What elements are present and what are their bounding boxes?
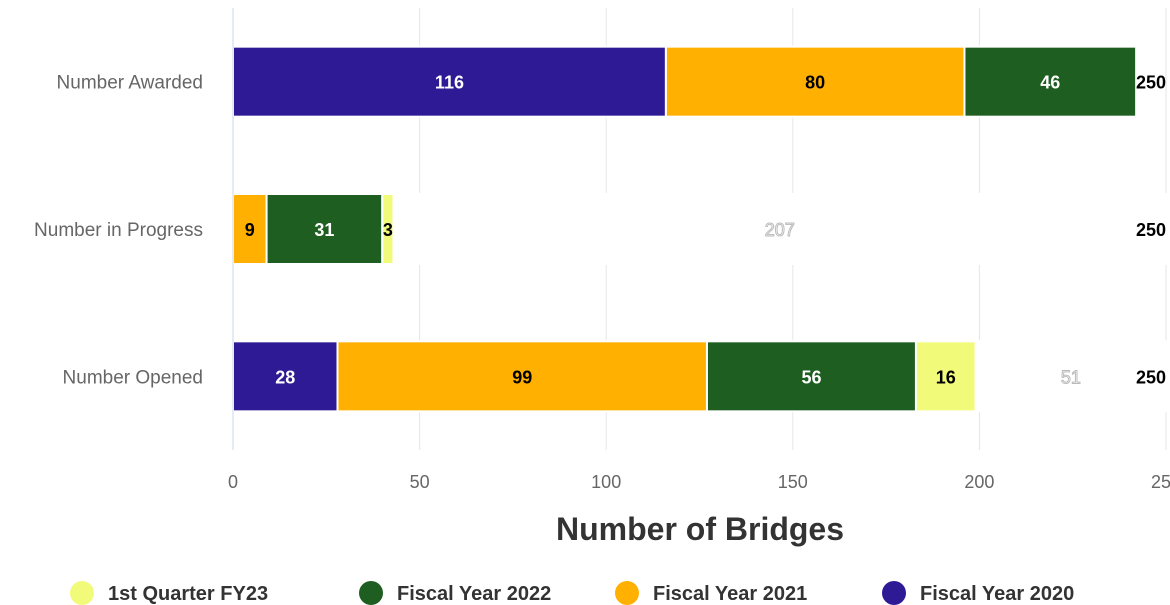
data-label: 116 [435,73,464,93]
x-tick-label: 200 [964,472,994,492]
bar-segment [232,340,339,413]
bar-segment [914,340,977,413]
data-label: 99 [512,367,532,387]
bar-segment [265,193,384,265]
total-label: 250 [1136,220,1166,240]
legend-label: Fiscal Year 2021 [653,583,807,605]
legend-swatch [359,581,383,605]
data-label: 207 [765,220,795,240]
total-label: 250 [1136,73,1166,93]
data-label: 28 [275,367,295,387]
data-label: 51 [1061,367,1081,387]
legend-swatch [615,581,639,605]
data-label: 16 [936,367,956,387]
legend-item[interactable]: Fiscal Year 2021 [615,581,807,605]
legend: 1st Quarter FY23 Fiscal Year 2022 Fiscal Y… [70,581,1074,605]
bar-segment [232,193,268,265]
bar-segment [232,45,667,118]
category-label: Number in Progress [34,220,203,241]
x-axis-ticks: 0 50 100 150 200 250 [228,472,1170,492]
x-tick-label: 0 [228,472,238,492]
bar-segment [974,340,1168,413]
data-label: 80 [805,73,825,93]
data-label: 56 [801,367,821,387]
legend-swatch [70,581,94,605]
data-label: 9 [245,220,255,240]
legend-item[interactable]: Fiscal Year 2022 [359,581,551,605]
data-label: 31 [314,220,334,240]
legend-label: Fiscal Year 2022 [397,583,551,605]
legend-swatch [882,581,906,605]
legend-item[interactable]: 1st Quarter FY23 [70,581,268,605]
x-tick-label: 150 [778,472,808,492]
legend-label: Fiscal Year 2020 [920,583,1074,605]
legend-label: 1st Quarter FY23 [108,583,268,605]
category-label: Number Opened [63,367,203,388]
bar-segment [963,45,1138,118]
x-tick-label: 250 [1151,472,1170,492]
bar-segment [336,340,708,413]
data-label: 46 [1040,73,1060,93]
x-tick-label: 50 [410,472,430,492]
bar-segment [392,193,1167,265]
x-axis-title: Number of Bridges [556,511,844,547]
data-label: 3 [383,220,393,240]
category-label: Number Awarded [57,73,203,94]
total-label: 250 [1136,367,1166,387]
legend-item[interactable]: Fiscal Year 2020 [882,581,1074,605]
category-labels: Number Awarded Number in Progress Number O… [34,73,203,389]
bars: 116 80 46 250 9 31 3 207 250 28 99 56 16 51 250 [232,45,1168,413]
x-tick-label: 100 [591,472,621,492]
